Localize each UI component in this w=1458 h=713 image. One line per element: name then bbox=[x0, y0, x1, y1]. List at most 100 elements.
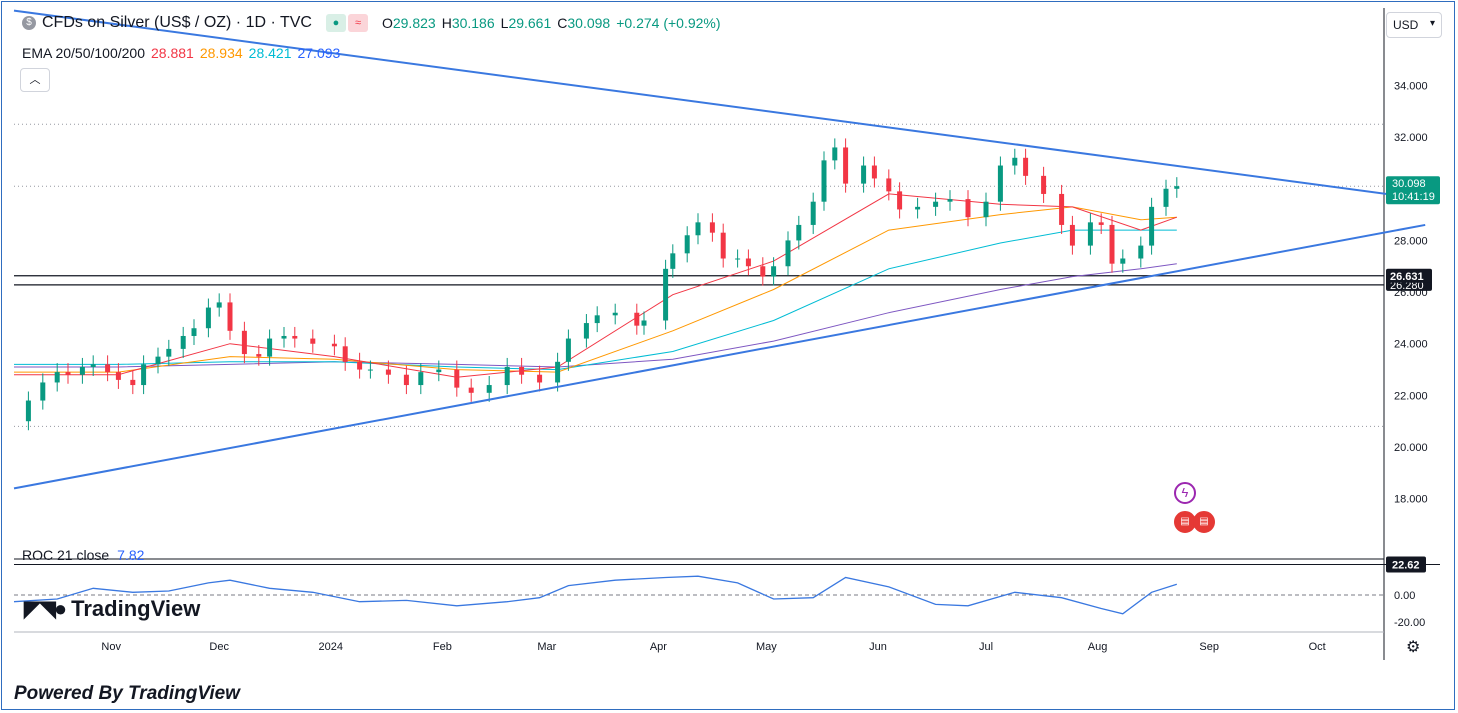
candle-body bbox=[583, 323, 589, 339]
time-axis-label: Aug bbox=[1088, 641, 1108, 653]
candle-body bbox=[310, 338, 316, 344]
ema-label: EMA 20/50/100/200 bbox=[22, 45, 145, 61]
time-axis-label: May bbox=[756, 641, 777, 653]
candle-body bbox=[40, 382, 46, 401]
price-tick-label: 34.000 bbox=[1394, 80, 1428, 92]
time-axis-label: Apr bbox=[650, 641, 667, 653]
candle-body bbox=[965, 199, 971, 218]
roc-line bbox=[13, 575, 1177, 615]
price-tick-label: 32.000 bbox=[1394, 132, 1428, 144]
candle-body bbox=[504, 366, 510, 386]
price-tick-label: 24.000 bbox=[1394, 339, 1428, 351]
time-axis-label: Jul bbox=[979, 641, 993, 653]
candle-body bbox=[105, 364, 111, 373]
candle-body bbox=[720, 232, 726, 259]
collapse-legend-button[interactable]: ︿ bbox=[20, 68, 50, 92]
candle-body bbox=[641, 320, 647, 326]
candle-body bbox=[216, 302, 222, 308]
ema-legend[interactable]: EMA 20/50/100/200 28.881 28.934 28.421 2… bbox=[22, 45, 340, 61]
candle-body bbox=[555, 361, 561, 383]
candle-body bbox=[191, 328, 197, 336]
candle-body bbox=[54, 372, 60, 383]
candle-body bbox=[663, 268, 669, 321]
ohlc-change: +0.274 (+0.92%) bbox=[616, 15, 721, 31]
roc-legend[interactable]: ROC 21 close 7.82 bbox=[22, 547, 144, 563]
ema20-line bbox=[14, 193, 1177, 378]
candle-body bbox=[670, 253, 676, 269]
ohlc-low: L29.661 bbox=[500, 15, 552, 31]
time-axis-label: Mar bbox=[537, 641, 556, 653]
candle-body bbox=[486, 385, 492, 393]
ohlc-close: C30.098 bbox=[557, 15, 611, 31]
candle-body bbox=[634, 312, 640, 326]
powered-by-text: Powered By TradingView bbox=[14, 683, 240, 704]
candle-body bbox=[735, 258, 741, 260]
symbol-title[interactable]: CFDs on Silver (US$ / OZ) · 1D · TVC bbox=[42, 14, 312, 31]
candle-body bbox=[385, 369, 391, 375]
candle-body bbox=[1138, 245, 1144, 259]
time-axis-label: Oct bbox=[1309, 641, 1326, 653]
currency-value: USD bbox=[1393, 18, 1419, 32]
candle-body bbox=[1069, 224, 1075, 246]
us-flag-event-icon[interactable]: ▤ bbox=[1193, 511, 1215, 533]
roc-tick-label: -20.00 bbox=[1394, 617, 1425, 629]
candle-body bbox=[180, 335, 186, 349]
candle-body bbox=[65, 372, 71, 375]
candle-body bbox=[565, 338, 571, 362]
candle-body bbox=[897, 191, 903, 210]
price-tick-label: 18.000 bbox=[1394, 494, 1428, 506]
ohlc-open: O29.823 bbox=[381, 15, 436, 31]
current-price-tag bbox=[1386, 176, 1440, 205]
candle-body bbox=[760, 266, 766, 277]
ema100-line bbox=[14, 229, 1177, 371]
candle-body bbox=[418, 372, 424, 386]
time-axis-label: 2024 bbox=[319, 641, 343, 653]
roc-tick-label: 0.00 bbox=[1394, 590, 1415, 602]
settings-gear-icon[interactable]: ⚙ bbox=[1406, 639, 1421, 656]
candle-body bbox=[933, 201, 939, 207]
candle-body bbox=[241, 330, 247, 355]
roc-value: 7.82 bbox=[117, 547, 145, 563]
candle-body bbox=[367, 369, 373, 371]
time-axis-label: Dec bbox=[209, 641, 229, 653]
time-axis-label: Nov bbox=[101, 641, 121, 653]
candle-body bbox=[796, 224, 802, 241]
candle-body bbox=[861, 165, 867, 184]
ema50-value: 28.934 bbox=[199, 45, 243, 61]
candle-body bbox=[745, 258, 751, 267]
candle-body bbox=[771, 266, 777, 277]
candle-body bbox=[342, 346, 348, 362]
candle-body bbox=[843, 147, 849, 184]
level-1-label: 26.631 bbox=[1390, 271, 1424, 283]
candle-body bbox=[983, 201, 989, 218]
chevron-down-icon: ▾ bbox=[1429, 18, 1435, 29]
candle-body bbox=[810, 201, 816, 225]
current-price-label: 30.098 bbox=[1392, 178, 1426, 190]
candle-body bbox=[1163, 188, 1169, 207]
candle-body bbox=[594, 315, 600, 324]
candle-body bbox=[612, 312, 618, 316]
candle-body bbox=[454, 369, 460, 388]
candle-body bbox=[281, 335, 287, 339]
market-status[interactable]: ● ≈ bbox=[325, 14, 368, 32]
trendline bbox=[13, 223, 1426, 490]
tradingview-logo-text: TradingView bbox=[71, 596, 201, 621]
candle-body bbox=[785, 240, 791, 267]
candle-body bbox=[227, 302, 233, 331]
wave-icon: ≈ bbox=[347, 14, 368, 32]
lightning-event-icon[interactable]: ϟ bbox=[1174, 482, 1196, 504]
candle-body bbox=[1109, 224, 1115, 264]
candle-body bbox=[832, 147, 838, 161]
candle-body bbox=[1174, 186, 1180, 189]
currency-select[interactable]: USD ▾ bbox=[1386, 12, 1442, 38]
candle-body bbox=[1059, 193, 1065, 225]
candle-body bbox=[115, 372, 121, 380]
time-axis-label: Feb bbox=[433, 641, 452, 653]
tradingview-logo[interactable]: ◤◥● TradingView bbox=[24, 596, 200, 622]
price-tick-label: 28.000 bbox=[1394, 235, 1428, 247]
countdown-label: 10:41:19 bbox=[1392, 191, 1435, 203]
candle-body bbox=[886, 178, 892, 192]
ema100-value: 28.421 bbox=[248, 45, 292, 61]
roc-label: ROC 21 close bbox=[22, 547, 110, 563]
